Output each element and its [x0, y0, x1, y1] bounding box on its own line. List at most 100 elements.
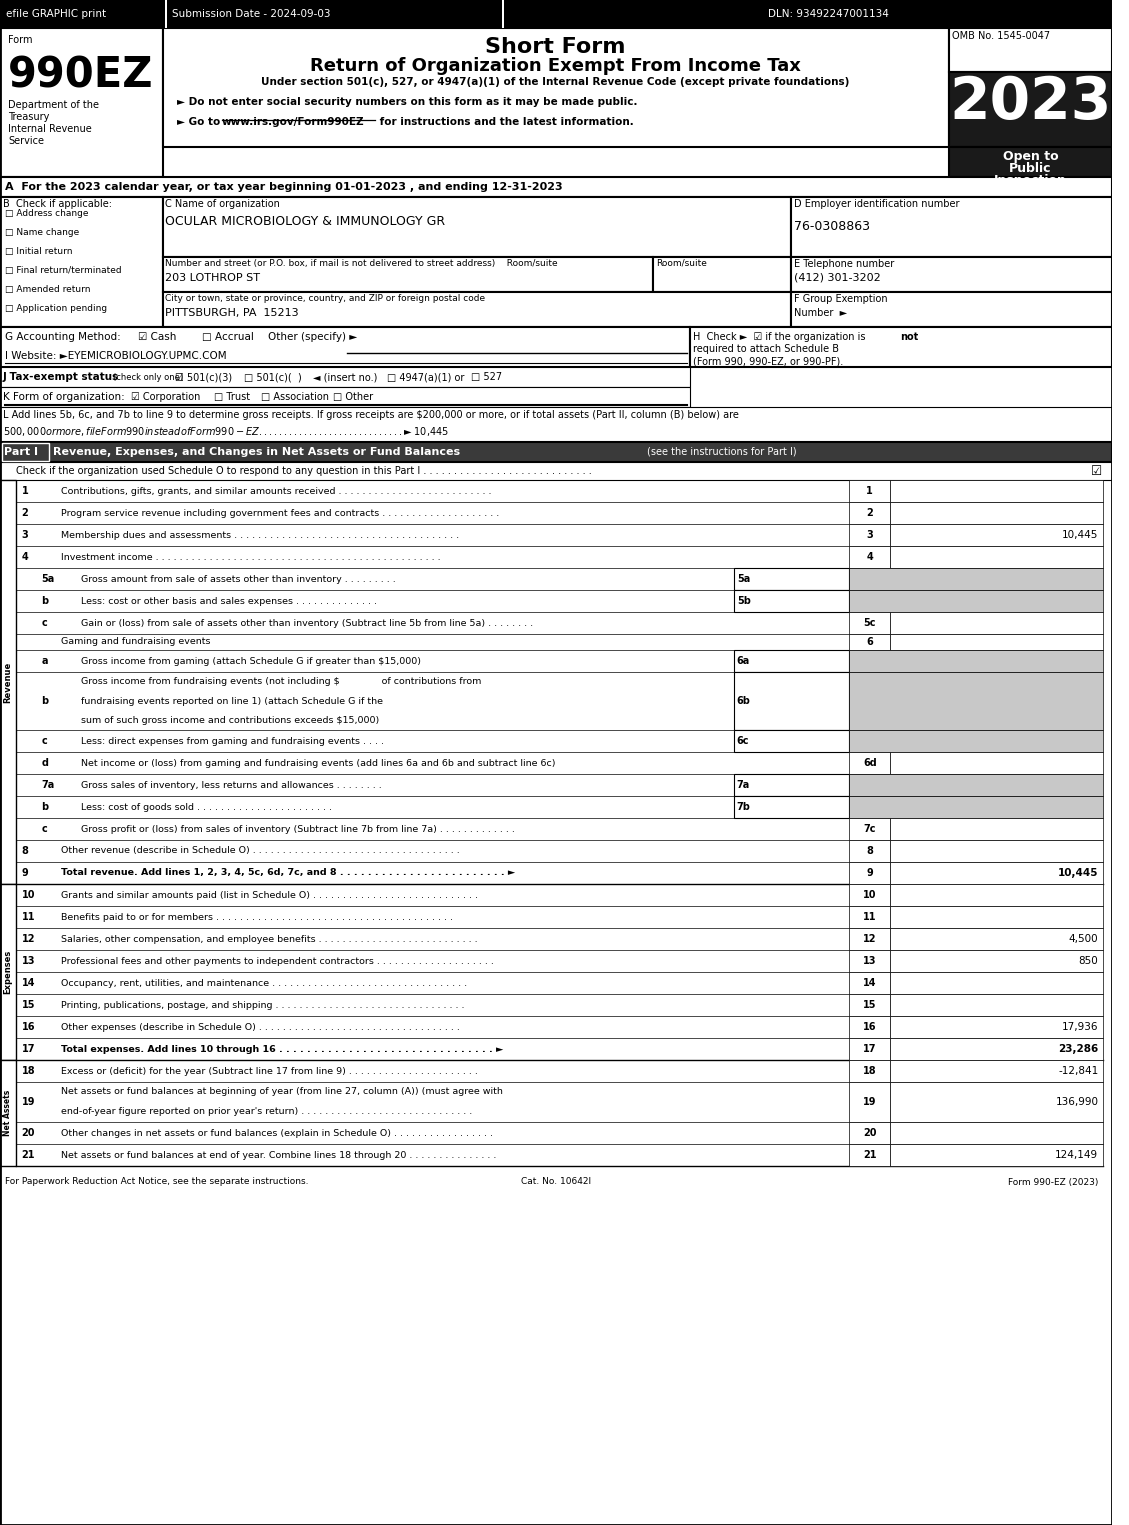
Bar	[849, 567, 1103, 590]
Text: Net assets or fund balances at beginning of year (from line 27, column (A)) (mus: Net assets or fund balances at beginning…	[61, 1087, 502, 1096]
Bar	[891, 929, 1103, 950]
Bar	[849, 906, 891, 929]
Text: Gaming and fundraising events: Gaming and fundraising events	[61, 637, 211, 647]
Text: 17: 17	[863, 1045, 876, 1054]
Text: Return of Organization Exempt From Income Tax: Return of Organization Exempt From Incom…	[310, 56, 800, 75]
Bar	[891, 480, 1103, 502]
Bar	[0, 0, 1112, 27]
Text: 4: 4	[21, 552, 28, 563]
Bar	[0, 442, 1112, 462]
Bar	[849, 994, 891, 1016]
Text: 7b: 7b	[737, 802, 751, 811]
Text: Less: cost or other basis and sales expenses . . . . . . . . . . . . . .: Less: cost or other basis and sales expe…	[81, 596, 377, 605]
Text: 1: 1	[21, 486, 28, 496]
Bar	[891, 502, 1103, 525]
Text: Check if the organization used Schedule O to respond to any question in this Par: Check if the organization used Schedule …	[16, 467, 592, 476]
Text: c: c	[42, 737, 47, 746]
Text: ☑ 501(c)(3): ☑ 501(c)(3)	[175, 372, 233, 381]
Bar	[891, 1144, 1103, 1167]
Bar	[891, 906, 1103, 929]
Bar	[891, 546, 1103, 567]
Text: 21: 21	[863, 1150, 876, 1161]
Text: 124,149: 124,149	[1056, 1150, 1099, 1161]
Bar	[734, 730, 849, 752]
Text: 7a: 7a	[737, 779, 750, 790]
Bar	[0, 1060, 16, 1167]
Text: Excess or (deficit) for the year (Subtract line 17 from line 9) . . . . . . . . : Excess or (deficit) for the year (Subtra…	[61, 1066, 478, 1075]
Text: Professional fees and other payments to independent contractors . . . . . . . . : Professional fees and other payments to …	[61, 956, 495, 965]
Bar	[849, 590, 1103, 612]
Bar	[891, 817, 1103, 840]
Bar	[891, 612, 1103, 634]
Text: H  Check ►  ☑ if the organization is: H Check ► ☑ if the organization is	[693, 332, 869, 342]
Text: Contributions, gifts, grants, and similar amounts received . . . . . . . . . . .: Contributions, gifts, grants, and simila…	[61, 486, 491, 496]
Bar	[163, 258, 653, 291]
Text: 3: 3	[21, 531, 28, 540]
Text: Salaries, other compensation, and employee benefits . . . . . . . . . . . . . . : Salaries, other compensation, and employ…	[61, 935, 478, 944]
Text: d: d	[42, 758, 49, 769]
Text: Occupancy, rent, utilities, and maintenance . . . . . . . . . . . . . . . . . . : Occupancy, rent, utilities, and maintena…	[61, 979, 467, 988]
Bar	[891, 752, 1103, 775]
Text: 16: 16	[863, 1022, 876, 1032]
Text: 6c: 6c	[737, 737, 750, 746]
Text: 6a: 6a	[737, 656, 750, 666]
Bar	[2, 442, 50, 461]
Text: □ Initial return: □ Initial return	[5, 247, 72, 256]
Text: 5a: 5a	[737, 573, 750, 584]
Bar	[849, 796, 1103, 817]
Bar	[891, 525, 1103, 546]
Text: 23,286: 23,286	[1058, 1045, 1099, 1054]
Text: Printing, publications, postage, and shipping . . . . . . . . . . . . . . . . . : Printing, publications, postage, and shi…	[61, 1000, 464, 1010]
Text: 21: 21	[21, 1150, 35, 1161]
Text: Number and street (or P.O. box, if mail is not delivered to street address)    R: Number and street (or P.O. box, if mail …	[166, 259, 558, 268]
Bar	[849, 971, 891, 994]
Bar	[734, 796, 849, 817]
Bar	[891, 1016, 1103, 1039]
Text: Benefits paid to or for members . . . . . . . . . . . . . . . . . . . . . . . . : Benefits paid to or for members . . . . …	[61, 912, 453, 921]
Text: □ Accrual: □ Accrual	[202, 332, 254, 342]
Text: Other expenses (describe in Schedule O) . . . . . . . . . . . . . . . . . . . . : Other expenses (describe in Schedule O) …	[61, 1022, 460, 1031]
Bar	[891, 1060, 1103, 1083]
Text: 19: 19	[21, 1096, 35, 1107]
Bar	[791, 258, 1112, 291]
Bar	[166, 0, 167, 27]
Text: City or town, state or province, country, and ZIP or foreign postal code: City or town, state or province, country…	[166, 294, 485, 303]
Text: D Employer identification number: D Employer identification number	[794, 198, 960, 209]
Text: fundraising events reported on line 1) (attach Schedule G if the: fundraising events reported on line 1) (…	[81, 697, 383, 706]
Text: ► Do not enter social security numbers on this form as it may be made public.: ► Do not enter social security numbers o…	[177, 98, 638, 107]
Text: efile GRAPHIC print: efile GRAPHIC print	[6, 9, 106, 18]
Bar	[791, 291, 1112, 326]
Bar	[849, 1060, 891, 1083]
Text: Treasury: Treasury	[8, 111, 50, 122]
Text: Service: Service	[8, 136, 44, 146]
Text: Gross sales of inventory, less returns and allowances . . . . . . . .: Gross sales of inventory, less returns a…	[81, 781, 382, 790]
Text: 11: 11	[21, 912, 35, 923]
Text: Membership dues and assessments . . . . . . . . . . . . . . . . . . . . . . . . : Membership dues and assessments . . . . …	[61, 531, 460, 540]
Text: 1: 1	[866, 486, 873, 496]
Text: □ Other: □ Other	[333, 392, 373, 403]
Text: $500,000 or more, file Form 990 instead of Form 990-EZ . . . . . . . . . . . . .: $500,000 or more, file Form 990 instead …	[3, 425, 449, 438]
Text: 15: 15	[21, 1000, 35, 1010]
Bar	[0, 27, 163, 177]
Bar	[0, 177, 1112, 197]
Bar	[0, 368, 690, 387]
Bar	[849, 752, 891, 775]
Text: Part I: Part I	[3, 447, 38, 458]
Text: DLN: 93492247001134: DLN: 93492247001134	[769, 9, 890, 18]
Text: □ 527: □ 527	[471, 372, 502, 381]
Text: Total expenses. Add lines 10 through 16 . . . . . . . . . . . . . . . . . . . . : Total expenses. Add lines 10 through 16 …	[61, 1045, 504, 1054]
Text: 2: 2	[21, 508, 28, 518]
Text: Net Assets: Net Assets	[3, 1090, 12, 1136]
Bar	[849, 884, 891, 906]
Bar	[891, 1122, 1103, 1144]
Bar	[502, 0, 505, 27]
Text: 12: 12	[863, 933, 876, 944]
Text: 76-0308863: 76-0308863	[794, 220, 870, 233]
Bar	[734, 567, 849, 590]
Text: OMB No. 1545-0047: OMB No. 1545-0047	[952, 30, 1050, 41]
Text: □ Name change: □ Name change	[5, 229, 79, 236]
Text: 2: 2	[866, 508, 873, 518]
Text: 20: 20	[21, 1128, 35, 1138]
Text: 6: 6	[866, 637, 873, 647]
Text: Inspection: Inspection	[994, 174, 1067, 188]
